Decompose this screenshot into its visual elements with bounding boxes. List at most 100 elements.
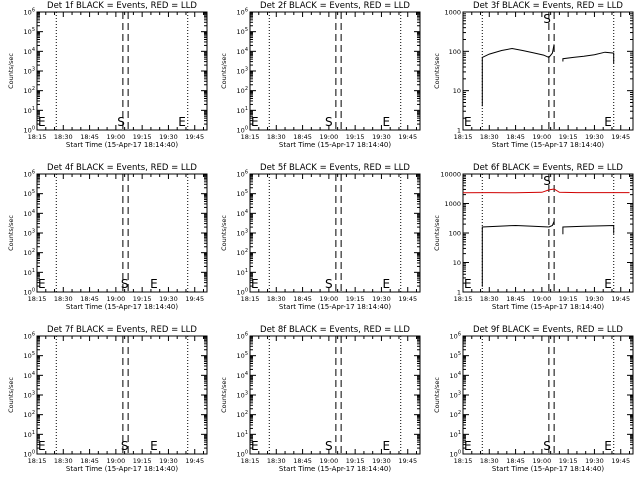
panel-3: Det 3f BLACK = Events, RED = LLD 1 10 100 10… — [433, 1, 634, 149]
y-tick-label: 10 — [453, 259, 461, 267]
x-tick-label: 19:15 — [559, 457, 578, 465]
panel-title: Det 7f BLACK = Events, RED = LLD — [47, 325, 197, 335]
s-marker: S — [117, 115, 125, 129]
y-tick-label: 1000 — [444, 9, 461, 17]
y-axis-label: Counts/sec — [433, 377, 441, 413]
e-marker: E — [251, 115, 259, 129]
y-axis-label: Counts/sec — [220, 53, 228, 89]
x-tick-label: 19:00 — [532, 133, 551, 141]
e-marker: E — [178, 115, 186, 129]
s-marker: S — [325, 439, 333, 453]
y-tick-label: 102 — [24, 248, 35, 257]
x-tick-label: 18:15 — [241, 133, 260, 141]
x-tick-label: 18:30 — [480, 457, 499, 465]
x-tick-label: 18:15 — [454, 295, 473, 303]
x-tick-label: 19:30 — [159, 295, 178, 303]
y-tick-label: 105 — [237, 27, 248, 36]
panel-9: Det 9f BLACK = Events, RED = LLD 100 101 10… — [433, 325, 634, 473]
e-marker: E — [38, 115, 46, 129]
e-marker: E — [38, 277, 46, 291]
plot-frame — [36, 11, 208, 131]
y-tick-label: 104 — [24, 47, 35, 56]
panel-6: Det 6f BLACK = Events, RED = LLD 1 10 100 10… — [433, 163, 634, 311]
e-marker: E — [38, 439, 46, 453]
y-tick-label: 101 — [24, 106, 35, 115]
x-tick-label: 19:30 — [372, 133, 391, 141]
y-tick-label: 1 — [457, 127, 461, 135]
x-tick-label: 18:45 — [293, 133, 312, 141]
x-tick-label: 19:30 — [585, 295, 604, 303]
x-tick-label: 18:30 — [54, 295, 73, 303]
y-tick-label: 103 — [450, 391, 461, 400]
y-axis-label: Counts/sec — [7, 377, 15, 413]
e-marker: E — [604, 115, 612, 129]
e-marker: E — [604, 439, 612, 453]
plot-frame — [462, 335, 634, 455]
x-tick-label: 18:45 — [293, 295, 312, 303]
y-tick-label: 104 — [24, 371, 35, 380]
x-tick-label: 18:30 — [480, 133, 499, 141]
y-axis-label: Counts/sec — [220, 215, 228, 251]
y-tick-label: 104 — [24, 209, 35, 218]
y-tick-label: 100 — [24, 288, 35, 297]
x-tick-label: 18:15 — [28, 133, 47, 141]
y-tick-label: 105 — [24, 189, 35, 198]
s-marker: S — [543, 439, 551, 453]
y-tick-label: 102 — [237, 248, 248, 257]
y-tick-label: 101 — [450, 430, 461, 439]
panel-2: Det 2f BLACK = Events, RED = LLD 100 101 10… — [220, 1, 421, 149]
x-tick-label: 19:00 — [106, 133, 125, 141]
e-marker: E — [464, 277, 472, 291]
y-tick-label: 105 — [450, 351, 461, 360]
x-tick-label: 18:45 — [80, 133, 99, 141]
x-tick-label: 19:45 — [398, 295, 417, 303]
y-tick-label: 102 — [24, 410, 35, 419]
x-tick-label: 19:15 — [559, 133, 578, 141]
y-tick-label: 103 — [24, 229, 35, 238]
s-marker: S — [121, 277, 129, 291]
y-tick-label: 101 — [24, 268, 35, 277]
y-tick-label: 106 — [237, 170, 248, 179]
e-marker: E — [150, 277, 158, 291]
x-tick-label: 18:45 — [506, 295, 525, 303]
y-tick-label: 103 — [237, 391, 248, 400]
x-tick-label: 18:45 — [80, 295, 99, 303]
x-tick-label: 18:15 — [28, 295, 47, 303]
x-tick-label: 18:30 — [54, 457, 73, 465]
x-tick-label: 18:30 — [267, 133, 286, 141]
e-marker: E — [464, 439, 472, 453]
y-tick-label: 10000 — [440, 171, 461, 179]
y-tick-label: 100 — [450, 450, 461, 459]
y-tick-label: 1 — [457, 289, 461, 297]
plot-frame — [249, 335, 421, 455]
x-tick-label: 18:15 — [241, 457, 260, 465]
y-tick-label: 1000 — [444, 200, 461, 208]
s-marker: S — [325, 277, 333, 291]
x-tick-label: 19:30 — [372, 457, 391, 465]
x-tick-label: 19:45 — [611, 457, 630, 465]
plot-frame — [36, 173, 208, 293]
x-tick-label: 19:45 — [185, 295, 204, 303]
e-marker: E — [382, 439, 390, 453]
y-tick-label: 100 — [237, 288, 248, 297]
y-tick-label: 106 — [24, 332, 35, 341]
x-axis-label: Start Time (15-Apr-17 18:14:40) — [66, 303, 178, 311]
plot-frame — [36, 335, 208, 455]
y-tick-label: 103 — [237, 67, 248, 76]
panel-title: Det 2f BLACK = Events, RED = LLD — [260, 1, 410, 11]
x-axis-label: Start Time (15-Apr-17 18:14:40) — [492, 303, 604, 311]
y-tick-label: 105 — [237, 351, 248, 360]
series-1-segment — [562, 224, 615, 235]
y-tick-label: 105 — [24, 27, 35, 36]
y-axis-label: Counts/sec — [220, 377, 228, 413]
plot-frame — [462, 11, 634, 131]
x-tick-label: 19:30 — [159, 133, 178, 141]
x-tick-label: 18:45 — [293, 457, 312, 465]
x-tick-label: 19:45 — [611, 133, 630, 141]
x-tick-label: 19:30 — [159, 457, 178, 465]
series-2-segment — [462, 188, 630, 194]
y-tick-label: 104 — [450, 371, 461, 380]
e-marker: E — [382, 115, 390, 129]
panel-1: Det 1f BLACK = Events, RED = LLD 100 101 10… — [7, 1, 208, 149]
